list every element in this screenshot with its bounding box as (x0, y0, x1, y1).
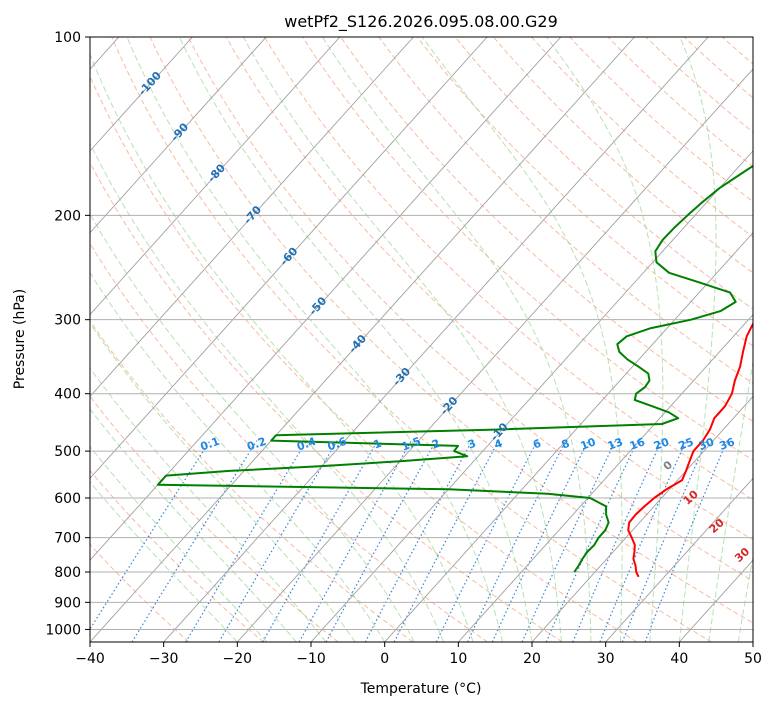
dry-adiabat-line (187, 37, 753, 582)
data-series (156, 164, 753, 578)
dry-adiabat-line (264, 37, 753, 501)
grid-lines (90, 37, 753, 642)
isotherm-line (163, 37, 709, 642)
x-tick-label: 30 (597, 651, 615, 667)
moist-adiabat-line (242, 37, 562, 642)
mixing-ratio-line (131, 440, 258, 642)
isotherm-line (90, 37, 562, 561)
mixing-ratio-label: 3 (466, 437, 478, 452)
dry-adiabat-line (149, 37, 753, 624)
mixing-ratio-label: 10 (579, 435, 598, 453)
mixing-ratio-label: 1 (372, 437, 384, 452)
y-tick-label: 900 (54, 595, 81, 611)
mixing-ratio-label: 4 (493, 437, 505, 452)
moist-adiabat-line (178, 37, 533, 642)
y-tick-label: 200 (54, 208, 81, 224)
mixing-ratio-line (466, 440, 567, 642)
y-tick-label: 400 (54, 387, 81, 403)
isotherm-line (236, 68, 753, 642)
dry-adiabat-line (90, 75, 638, 642)
moist-adiabat-line (90, 408, 297, 642)
mixing-ratio-line (218, 440, 338, 642)
x-tick-label: −30 (149, 651, 179, 667)
mixing-ratio-label: 16 (628, 435, 647, 453)
dewpoint-series-line (156, 164, 753, 573)
y-tick-label: 1000 (45, 622, 81, 638)
mixing-ratio-label: 20 (652, 435, 671, 453)
y-tick-label: 500 (54, 444, 81, 460)
mixing-ratio-label: 0.1 (199, 435, 222, 454)
chart-title: wetPf2_S126.2026.095.08.00.G29 (284, 12, 558, 32)
mixing-ratio-label: 8 (560, 437, 572, 452)
mixing-ratio-line (262, 440, 379, 642)
moist-adiabat-line (421, 37, 623, 642)
moist-adiabat-line (90, 52, 474, 642)
dry-adiabat-line (340, 37, 753, 423)
x-tick-label: 10 (449, 651, 467, 667)
x-tick-label: −10 (296, 651, 326, 667)
isotherm-line (310, 150, 753, 642)
isotherm-line (384, 232, 753, 642)
mixing-ratio-label: 36 (718, 435, 737, 453)
y-tick-label: 600 (54, 491, 81, 507)
isotherm-line (457, 313, 753, 642)
moist-adiabat-line (678, 37, 717, 642)
dry-adiabat-line (111, 37, 712, 642)
isotherm-line (90, 37, 488, 479)
x-axis-label: Temperature (°C) (360, 681, 482, 697)
y-tick-label: 300 (54, 313, 81, 329)
moist-adiabat-line (708, 358, 753, 642)
moist-adiabat-line (90, 445, 268, 642)
plot-frame (89, 36, 754, 643)
isotherm-line (531, 395, 753, 642)
mixing-ratio-label: 2 (430, 437, 442, 452)
y-axis-label: Pressure (hPa) (12, 289, 28, 389)
x-tick-label: 20 (523, 651, 541, 667)
isotherm-line (90, 37, 341, 316)
isotherm-line (605, 477, 753, 642)
temperature-series-line (627, 321, 753, 578)
mixing-ratio-line (572, 440, 663, 642)
mixing-ratio-line (521, 440, 617, 642)
isotherm-line (90, 37, 414, 398)
isotherm-line (90, 37, 193, 152)
mixing-ratio-line (435, 440, 538, 642)
y-tick-label: 800 (54, 565, 81, 581)
x-tick-label: 0 (380, 651, 389, 667)
moist-adiabat-line (126, 37, 503, 642)
y-tick-label: 700 (54, 531, 81, 547)
isotherm-line (90, 37, 267, 234)
mixing-ratio-line (298, 440, 412, 642)
mixing-ratio-line (325, 440, 437, 642)
x-tick-label: 50 (744, 651, 762, 667)
mixing-ratio-label: 6 (531, 437, 543, 452)
mixing-ratio-label: 30 (697, 435, 716, 453)
mixing-ratio-label: 25 (677, 435, 696, 452)
moist-adiabat-line (90, 481, 238, 642)
y-tick-label: 100 (54, 30, 81, 46)
mixing-ratio-label: 0.2 (245, 435, 268, 454)
dry-adiabat-line (454, 37, 753, 310)
axes: −40 −30 −20 −10 0 10 20 30 40 5010020030040050060… (45, 30, 762, 667)
x-tick-label: 40 (670, 651, 688, 667)
mixing-ratio-label: 1.5 (400, 435, 423, 454)
moist-adiabat-line (90, 367, 327, 642)
mixing-ratio-label: 0.4 (295, 435, 318, 454)
x-tick-label: −20 (223, 651, 253, 667)
mixing-ratio-label: 0.6 (326, 435, 349, 454)
background-lines (90, 37, 753, 642)
mixing-ratio-label: 13 (606, 435, 625, 452)
x-tick-label: −40 (75, 651, 105, 667)
moist-adiabat-line (546, 37, 664, 642)
mixing-ratio-line (90, 440, 211, 631)
moist-adiabat-line (322, 37, 592, 642)
isotherm-line (90, 37, 635, 642)
moist-adiabat-line (90, 322, 356, 642)
dry-adiabat-line (90, 469, 264, 642)
dry-adiabat-line (416, 37, 753, 347)
